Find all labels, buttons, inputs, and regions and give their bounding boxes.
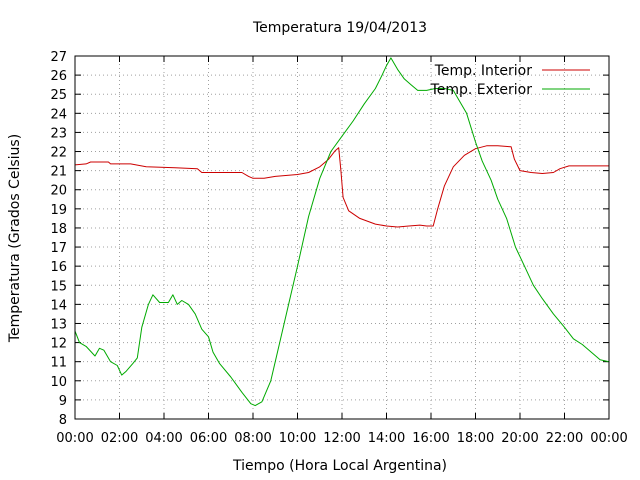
y-tick-label: 17	[50, 241, 67, 256]
y-tick-label: 26	[50, 69, 67, 84]
y-tick-label: 11	[50, 356, 67, 371]
x-tick-label: 04:00	[145, 431, 182, 446]
x-tick-label: 02:00	[101, 431, 138, 446]
y-tick-label: 22	[50, 146, 67, 161]
chart-title: Temperatura 19/04/2013	[252, 20, 427, 36]
y-tick-label: 25	[50, 88, 67, 103]
x-tick-label: 08:00	[234, 431, 271, 446]
y-tick-label: 19	[50, 203, 67, 218]
x-tick-label: 12:00	[323, 431, 360, 446]
series-layer	[74, 57, 610, 407]
x-axis-title: Tiempo (Hora Local Argentina)	[232, 458, 447, 474]
y-tick-label: 8	[59, 413, 67, 428]
axis-ticks: 8 9 10 11 12 13 14 15 16 17 18 19 20 21 22 23 24 25 26 27 00…	[50, 50, 627, 446]
y-tick-label: 21	[50, 165, 67, 180]
y-tick-label: 10	[50, 375, 67, 390]
y-tick-label: 27	[50, 50, 67, 65]
y-tick-label: 20	[50, 184, 67, 199]
x-tick-label: 22:00	[546, 431, 583, 446]
y-tick-label: 18	[50, 222, 67, 237]
y-tick-label: 15	[50, 279, 67, 294]
x-tick-label: 00:00	[590, 431, 627, 446]
y-tick-label: 13	[50, 317, 67, 332]
x-tick-label: 06:00	[190, 431, 227, 446]
grid	[75, 56, 609, 419]
x-tick-label: 16:00	[412, 431, 449, 446]
legend-label: Temp. Exterior	[430, 82, 533, 98]
series-line-interior	[74, 145, 609, 228]
y-tick-label: 12	[50, 337, 67, 352]
y-tick-label: 16	[50, 260, 67, 275]
y-axis-title: Temperatura (Grados Celsius)	[7, 134, 23, 343]
plot-frame	[74, 55, 610, 420]
y-tick-label: 9	[59, 394, 67, 409]
y-tick-label: 23	[50, 126, 67, 141]
legend-label: Temp. Interior	[434, 63, 533, 79]
series-line-exterior	[74, 57, 610, 407]
x-tick-label: 18:00	[457, 431, 494, 446]
y-tick-label: 14	[50, 298, 67, 313]
x-tick-label: 10:00	[279, 431, 316, 446]
legend: Temp. Interior Temp. Exterior	[430, 63, 590, 98]
y-tick-label: 24	[50, 107, 67, 122]
x-tick-label: 20:00	[501, 431, 538, 446]
x-tick-label: 00:00	[56, 431, 93, 446]
x-tick-label: 14:00	[368, 431, 405, 446]
